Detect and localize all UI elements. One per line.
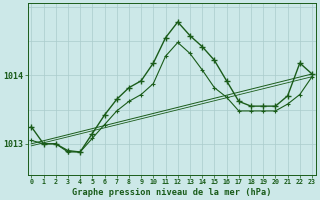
- X-axis label: Graphe pression niveau de la mer (hPa): Graphe pression niveau de la mer (hPa): [72, 188, 271, 197]
